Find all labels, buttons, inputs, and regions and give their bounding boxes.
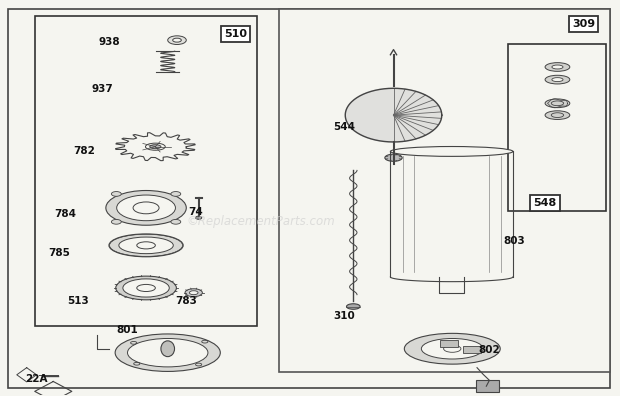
Ellipse shape [385,154,402,161]
Ellipse shape [172,38,181,42]
Bar [508,44,606,211]
Ellipse shape [171,219,181,224]
Bar [35,17,257,326]
Bar [279,9,610,371]
Ellipse shape [552,78,563,82]
Text: 22A: 22A [25,374,48,384]
Ellipse shape [150,145,161,148]
Text: ©ReplacementParts.com: ©ReplacementParts.com [186,215,335,228]
Text: 785: 785 [48,248,71,258]
Text: 74: 74 [188,207,203,217]
Text: 937: 937 [92,84,113,95]
Ellipse shape [347,304,360,309]
Ellipse shape [422,339,483,359]
Ellipse shape [161,341,174,357]
Text: 309: 309 [572,19,595,29]
Text: 510: 510 [224,29,247,39]
Ellipse shape [545,99,570,108]
Ellipse shape [128,339,208,367]
Ellipse shape [545,63,570,71]
Ellipse shape [185,289,202,297]
Ellipse shape [168,36,186,44]
Ellipse shape [391,147,513,156]
Ellipse shape [115,334,220,371]
Text: 801: 801 [117,325,138,335]
Ellipse shape [109,234,183,257]
Ellipse shape [552,65,563,69]
Ellipse shape [137,242,156,249]
Ellipse shape [195,216,202,219]
Ellipse shape [133,202,159,214]
Text: 938: 938 [98,37,120,47]
Text: 783: 783 [175,295,197,306]
Ellipse shape [189,291,198,295]
Text: 782: 782 [73,146,95,156]
Ellipse shape [106,190,186,225]
Ellipse shape [116,276,176,300]
Ellipse shape [112,219,122,224]
Ellipse shape [117,195,175,221]
Bar [476,379,498,392]
Bar [440,340,458,347]
Ellipse shape [112,192,122,196]
Ellipse shape [119,237,173,254]
Ellipse shape [404,333,500,364]
Text: 784: 784 [55,209,77,219]
Polygon shape [345,88,442,142]
Ellipse shape [123,279,169,297]
Bar [463,346,480,353]
Text: 803: 803 [503,236,525,246]
Ellipse shape [545,111,570,120]
Text: 548: 548 [533,198,557,208]
Ellipse shape [171,192,181,196]
Text: 513: 513 [67,295,89,306]
Ellipse shape [545,75,570,84]
Text: 802: 802 [479,345,500,355]
Text: 310: 310 [333,311,355,322]
Text: 544: 544 [333,122,355,132]
